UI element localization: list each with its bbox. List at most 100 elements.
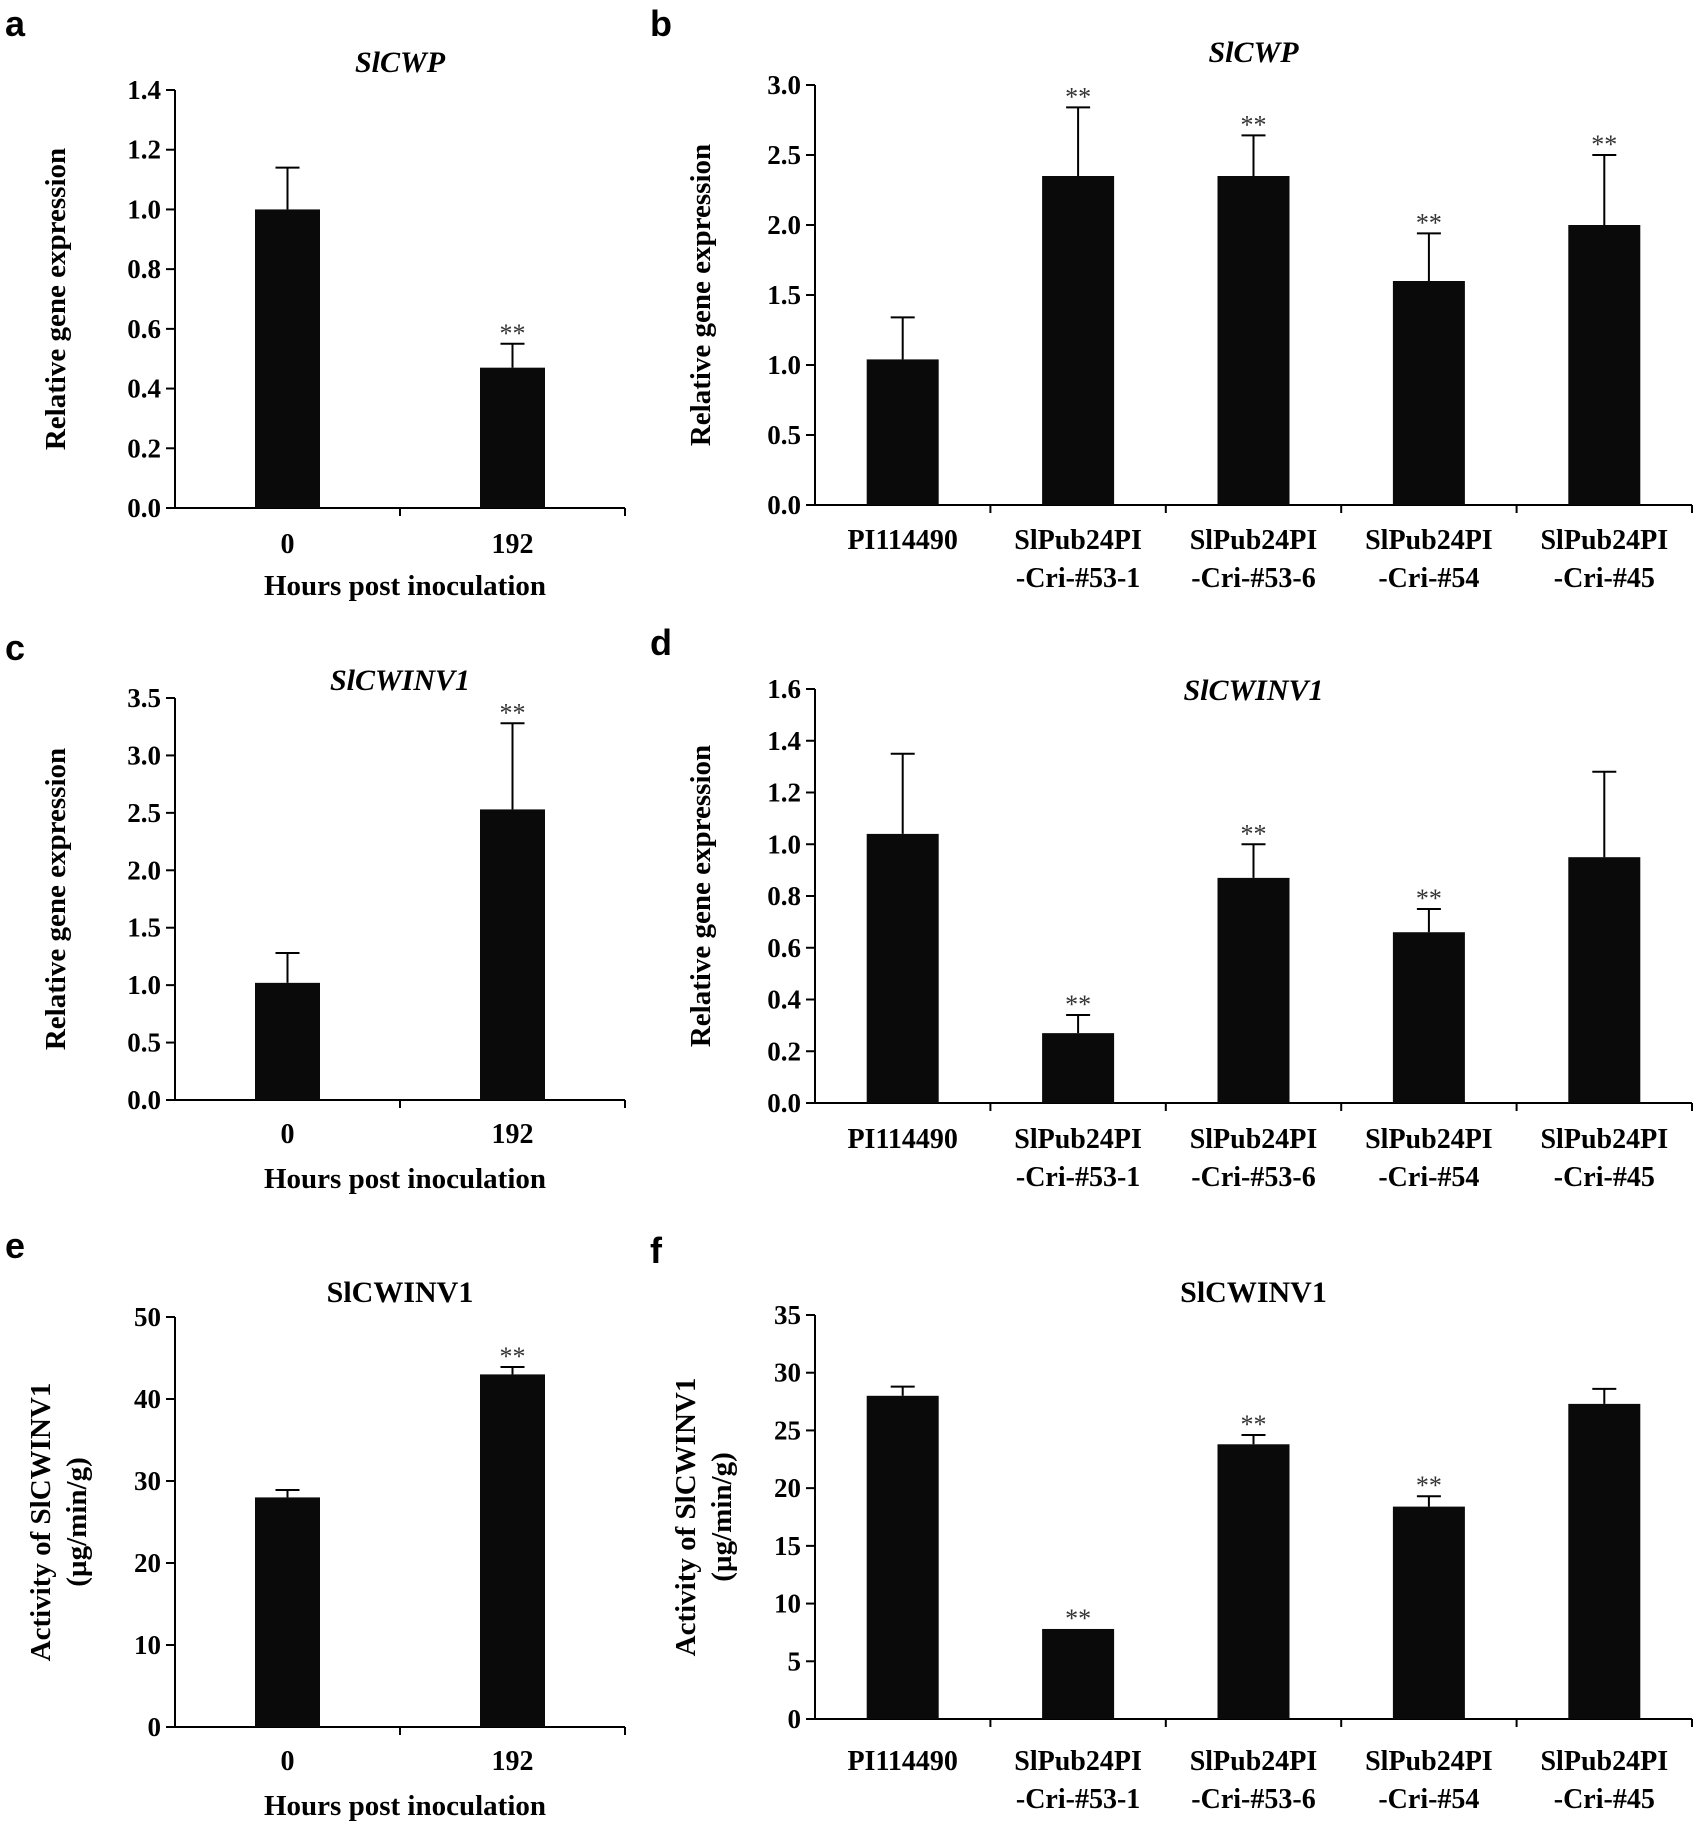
panel-e: e SlCWINV1 0 10 20 30 40 50 0 ** 192 Hours post ino… xyxy=(5,1225,626,1822)
y-tick-label-c: 0.0 xyxy=(127,1085,161,1115)
x-tick-label-b: -Cri-#45 xyxy=(1554,563,1655,594)
y-axis-label-b: Relative gene expression xyxy=(685,144,717,446)
y-tick-label-e: 20 xyxy=(134,1548,161,1578)
panel-letter-c: c xyxy=(5,627,25,668)
chart-title-f: SlCWINV1 xyxy=(1180,1276,1327,1309)
y-tick-label-c: 0.5 xyxy=(127,1028,161,1058)
x-tick-label-c: 0 xyxy=(281,1119,295,1150)
x-tick-label-f: -Cri-#54 xyxy=(1378,1784,1479,1815)
significance-label-d-2: ** xyxy=(1065,990,1091,1019)
x-tick-label-b: PI114490 xyxy=(847,525,957,556)
x-tick-label-d: SlPub24PI xyxy=(1365,1124,1493,1155)
x-tick-label-d: SlPub24PI xyxy=(1014,1124,1142,1155)
y-tick-label-b: 1.5 xyxy=(767,280,801,310)
y-axis-label-d: Relative gene expression xyxy=(685,745,717,1047)
chart-title-c: SlCWINV1 xyxy=(330,664,470,697)
bar-a-2 xyxy=(480,367,545,508)
x-tick-label-a: 0 xyxy=(281,529,295,560)
y-tick-label-a: 0.2 xyxy=(127,433,161,463)
y-tick-label-d: 0.2 xyxy=(767,1036,801,1066)
bar-e-2 xyxy=(480,1374,545,1727)
y-tick-label-a: 1.0 xyxy=(127,194,161,224)
x-tick-label-d: -Cri-#53-6 xyxy=(1191,1162,1315,1193)
y-tick-label-e: 0 xyxy=(148,1712,162,1742)
significance-label-b-4: ** xyxy=(1416,208,1442,237)
y-tick-label-f: 15 xyxy=(774,1531,801,1561)
y-tick-label-b: 0.5 xyxy=(767,420,801,450)
bar-c-2 xyxy=(480,809,545,1100)
y-tick-label-d: 1.4 xyxy=(767,726,801,756)
x-tick-label-d: SlPub24PI xyxy=(1540,1124,1668,1155)
significance-label-f-3: ** xyxy=(1241,1410,1267,1439)
y-tick-label-f: 25 xyxy=(774,1415,801,1445)
x-tick-label-f: -Cri-#53-1 xyxy=(1016,1784,1140,1815)
bar-f-3 xyxy=(1217,1444,1290,1719)
y-axis-label-c: Relative gene expression xyxy=(40,748,72,1050)
y-tick-label-d: 0.6 xyxy=(767,933,801,963)
x-axis-label-c: Hours post inoculation xyxy=(264,1163,546,1195)
y-tick-label-f: 35 xyxy=(774,1300,801,1330)
y-axis-label-e: Activity of SlCWINV1 xyxy=(25,1383,57,1662)
y-tick-label-f: 5 xyxy=(788,1646,802,1676)
bar-b-1 xyxy=(866,359,939,505)
panel-letter-b: b xyxy=(650,3,672,44)
y-axis-label-f: Activity of SlCWINV1 xyxy=(670,1378,702,1657)
bar-d-4 xyxy=(1392,932,1465,1103)
y-tick-label-d: 1.2 xyxy=(767,778,801,808)
panel-f: f SlCWINV1 0 5 10 15 20 25 30 35 PI114490 ** SlPub24… xyxy=(650,1230,1693,1815)
y-tick-label-f: 0 xyxy=(788,1704,802,1734)
y-tick-label-c: 2.5 xyxy=(127,798,161,828)
y-tick-label-b: 1.0 xyxy=(767,350,801,380)
bar-b-4 xyxy=(1392,281,1465,505)
y-tick-label-c: 3.5 xyxy=(127,683,161,713)
y-axis-label-a: Relative gene expression xyxy=(40,148,72,450)
bar-b-5 xyxy=(1568,225,1641,505)
y-tick-label-e: 10 xyxy=(134,1630,161,1660)
bar-f-4 xyxy=(1392,1506,1465,1719)
bar-d-1 xyxy=(866,833,939,1103)
y-tick-label-a: 0.8 xyxy=(127,254,161,284)
y-axis-label-f: (µg/min/g) xyxy=(706,1452,738,1581)
y-tick-label-c: 3.0 xyxy=(127,740,161,770)
x-tick-label-b: -Cri-#53-6 xyxy=(1191,563,1315,594)
bar-d-2 xyxy=(1042,1033,1115,1103)
x-tick-label-f: SlPub24PI xyxy=(1190,1746,1318,1777)
x-tick-label-f: SlPub24PI xyxy=(1014,1746,1142,1777)
x-tick-label-b: SlPub24PI xyxy=(1014,525,1142,556)
panel-letter-a: a xyxy=(5,3,26,44)
panel-b: b SlCWP 0.0 0.5 1.0 1.5 2.0 2.5 3.0 PI114490 ** SlP… xyxy=(650,3,1693,594)
x-tick-label-e: 192 xyxy=(492,1746,534,1777)
y-tick-label-d: 1.0 xyxy=(767,829,801,859)
y-tick-label-f: 30 xyxy=(774,1358,801,1388)
x-tick-label-b: -Cri-#54 xyxy=(1378,563,1479,594)
x-tick-label-f: SlPub24PI xyxy=(1365,1746,1493,1777)
y-tick-label-c: 1.0 xyxy=(127,970,161,1000)
significance-label-f-2: ** xyxy=(1065,1604,1091,1633)
chart-title-b: SlCWP xyxy=(1208,36,1299,69)
panel-letter-e: e xyxy=(5,1225,25,1266)
y-tick-label-b: 2.0 xyxy=(767,210,801,240)
x-tick-label-d: -Cri-#53-1 xyxy=(1016,1162,1140,1193)
x-tick-label-b: SlPub24PI xyxy=(1540,525,1668,556)
x-tick-label-f: SlPub24PI xyxy=(1540,1746,1668,1777)
y-tick-label-c: 2.0 xyxy=(127,855,161,885)
y-tick-label-a: 1.4 xyxy=(127,75,161,105)
bar-c-1 xyxy=(255,982,320,1100)
significance-label-c-2: ** xyxy=(500,698,526,727)
bar-d-3 xyxy=(1217,877,1290,1103)
panel-d: d SlCWINV1 0.0 0.2 0.4 0.6 0.8 1.0 1.2 1.4 1.6 PI11… xyxy=(650,622,1693,1193)
significance-label-e-2: ** xyxy=(500,1342,526,1371)
y-tick-label-e: 30 xyxy=(134,1466,161,1496)
x-tick-label-f: -Cri-#45 xyxy=(1554,1784,1655,1815)
chart-title-d: SlCWINV1 xyxy=(1183,674,1323,707)
x-tick-label-b: -Cri-#53-1 xyxy=(1016,563,1140,594)
chart-title-a: SlCWP xyxy=(355,46,446,79)
bar-b-3 xyxy=(1217,176,1290,505)
bar-f-2 xyxy=(1042,1628,1115,1719)
x-tick-label-a: 192 xyxy=(492,529,534,560)
x-tick-label-f: -Cri-#53-6 xyxy=(1191,1784,1315,1815)
x-tick-label-e: 0 xyxy=(281,1746,295,1777)
x-tick-label-b: SlPub24PI xyxy=(1190,525,1318,556)
